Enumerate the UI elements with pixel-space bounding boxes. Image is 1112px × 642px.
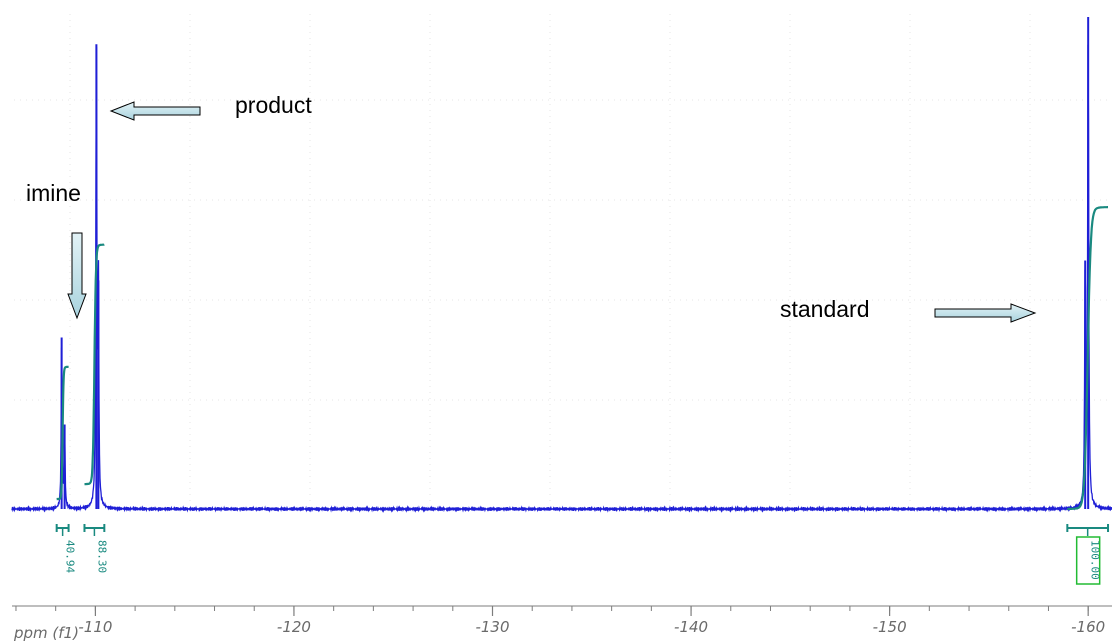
x-axis-ticks: -110 -120 -130 -140 -150 -160 [15, 606, 1105, 636]
integral-curve [56, 365, 69, 501]
x-tick-label: -150 [873, 618, 907, 636]
annotation-label-imine: imine [26, 180, 81, 206]
integral-curve [1067, 206, 1108, 511]
x-tick-label: -130 [475, 618, 509, 636]
integral-value-labels: 40.94 88.30 100.00 [64, 536, 1102, 585]
x-tick-label: -140 [674, 618, 708, 636]
annotation-label-product: product [235, 92, 312, 118]
right-arrow-icon [934, 303, 1037, 323]
spectrum-trace [11, 16, 1112, 513]
annotation-label-standard: standard [780, 296, 870, 322]
left-arrow-icon [109, 101, 201, 121]
integral-value: 100.00 [1089, 540, 1102, 580]
integral-curve [84, 243, 105, 486]
integral-curves [56, 206, 1108, 511]
x-tick-label: -110 [78, 618, 112, 636]
grid [14, 14, 1108, 505]
integral-value: 88.30 [95, 540, 108, 573]
x-tick-label: -160 [1071, 618, 1105, 636]
integral-brackets [55, 524, 1110, 536]
spectrum-line [11, 44, 1112, 513]
x-tick-label: -120 [277, 618, 311, 636]
integral-value-box [1075, 536, 1101, 585]
x-axis-title: ppm (f1) [13, 624, 79, 642]
annotation-arrows [67, 101, 1037, 323]
down-arrow-icon [67, 232, 87, 320]
integral-value: 40.94 [64, 540, 77, 573]
